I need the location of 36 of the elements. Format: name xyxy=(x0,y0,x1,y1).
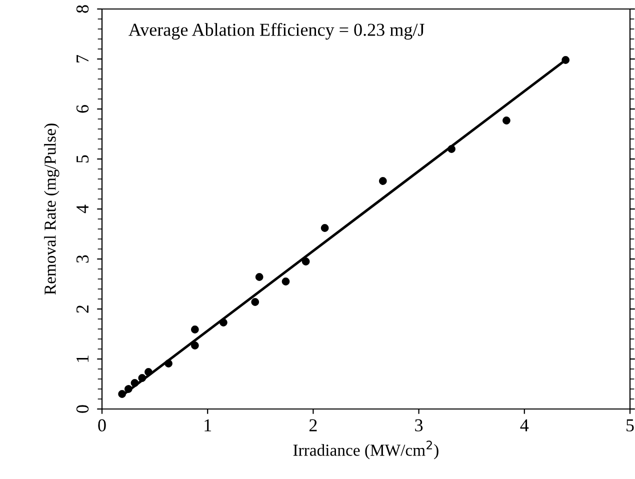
point xyxy=(251,298,260,306)
y-tick-label: 8 xyxy=(76,5,89,13)
x-tick-label: 1 xyxy=(204,419,212,432)
point xyxy=(118,390,126,398)
x-tick-label: 0 xyxy=(98,419,106,432)
point xyxy=(320,224,329,232)
point xyxy=(138,374,146,382)
point xyxy=(302,258,310,266)
point xyxy=(144,368,152,376)
point xyxy=(282,278,290,286)
x-axis-title: Irradiance (MW/cm$^{2}$) xyxy=(293,440,438,460)
x-tick-label: 5 xyxy=(626,419,634,432)
x-tick-label: 2 xyxy=(309,419,317,432)
point xyxy=(164,360,172,368)
point xyxy=(448,145,456,153)
point xyxy=(219,318,228,326)
x-tick-label: 3 xyxy=(415,419,423,432)
y-tick-label: 0 xyxy=(76,405,89,413)
point xyxy=(255,273,264,281)
x-tick-label: 4 xyxy=(520,419,529,432)
point xyxy=(190,342,199,350)
point xyxy=(190,326,199,334)
y-tick-label: 3 xyxy=(76,255,89,263)
y-tick-label: 2 xyxy=(76,305,88,313)
y-tick-label: 1 xyxy=(76,356,88,362)
annotation: Average Ablation Efficiency = 0.23 mg/J xyxy=(128,23,424,40)
y-axis-title: Removal Rate (mg/Pulse) xyxy=(44,124,60,295)
point xyxy=(502,116,510,124)
y-tick-label: 5 xyxy=(76,155,89,162)
point xyxy=(562,56,570,64)
y-tick-label: 7 xyxy=(76,55,88,62)
point xyxy=(124,385,132,393)
y-tick-label: 4 xyxy=(76,204,88,214)
point xyxy=(378,177,387,185)
point xyxy=(130,379,139,387)
y-tick-label: 6 xyxy=(76,105,89,113)
